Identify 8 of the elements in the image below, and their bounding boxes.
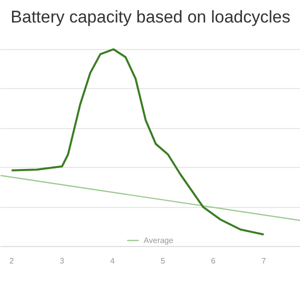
x-tick-label: 3 <box>60 256 65 266</box>
x-tick-label: 6 <box>211 256 216 266</box>
x-tick-label: 7 <box>261 256 266 266</box>
chart-title: Battery capacity based on loadcycles <box>10 8 290 26</box>
legend-label: Average <box>144 236 174 244</box>
x-tick-label: 4 <box>110 256 116 266</box>
x-tick-label: 2 <box>9 256 14 266</box>
x-tick-label: 5 <box>160 256 166 266</box>
